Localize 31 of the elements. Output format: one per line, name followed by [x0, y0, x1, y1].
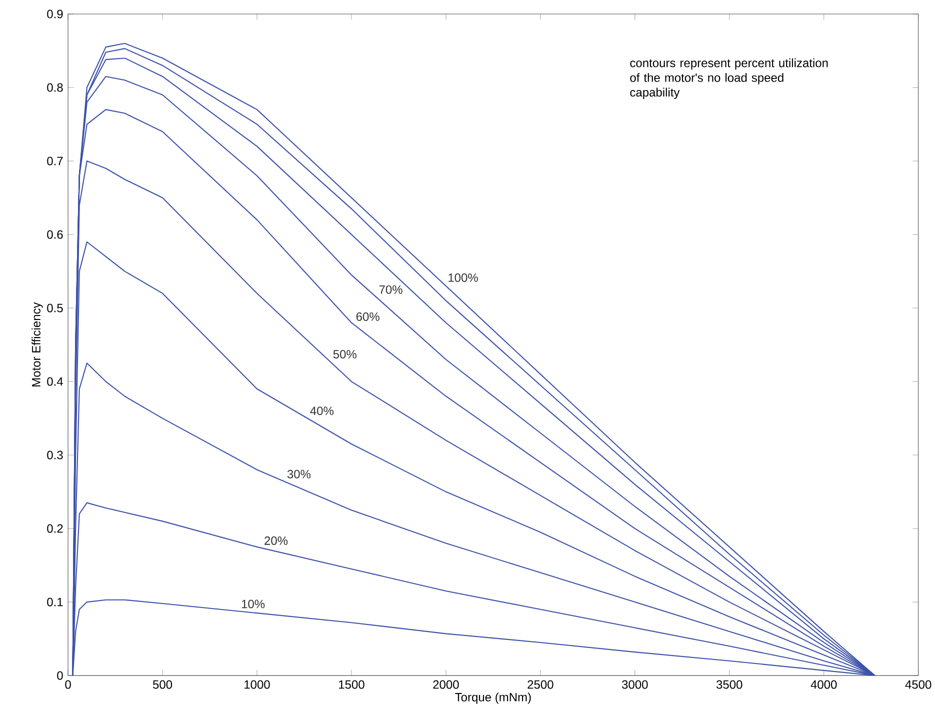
series-label: 10%	[242, 600, 265, 608]
x-tick-label: 3000	[622, 680, 648, 689]
x-tick-label: 4000	[810, 680, 837, 689]
y-tick-label: 0.5	[47, 304, 63, 312]
x-tick-label: 500	[152, 680, 172, 689]
y-tick-label: 0.4	[47, 377, 63, 386]
y-tick-label: 0	[57, 672, 63, 680]
y-tick-label: 0.8	[47, 83, 63, 92]
x-tick-label: 2000	[433, 680, 459, 689]
y-tick-label: 0.1	[47, 598, 63, 607]
x-tick-label: 4500	[905, 680, 932, 689]
x-tick-label: 3500	[716, 680, 742, 689]
series-label: 20%	[264, 536, 288, 546]
series-label: 40%	[310, 406, 334, 416]
series-label: 70%	[379, 286, 402, 294]
series-label: 60%	[356, 312, 380, 322]
x-tick-label: 0	[65, 680, 71, 689]
x-tick-label: 2500	[528, 680, 554, 689]
x-tick-label: 1500	[339, 680, 364, 689]
annotation: contours represent percent utilization of the motor's no load speed capability	[630, 58, 828, 100]
series-label: 50%	[333, 350, 356, 359]
series-label: 30%	[287, 470, 311, 479]
y-tick-label: 0.6	[47, 230, 63, 239]
y-axis-title: Motor Efficiency	[32, 302, 43, 387]
x-axis-title: Torque (mNm)	[455, 692, 531, 704]
y-tick-label: 0.9	[47, 10, 63, 18]
x-tick-label: 1000	[244, 680, 270, 689]
y-tick-label: 0.7	[47, 156, 63, 166]
series-label: 100%	[448, 274, 478, 282]
y-tick-label: 0.3	[47, 450, 63, 460]
y-tick-label: 0.2	[47, 524, 63, 534]
